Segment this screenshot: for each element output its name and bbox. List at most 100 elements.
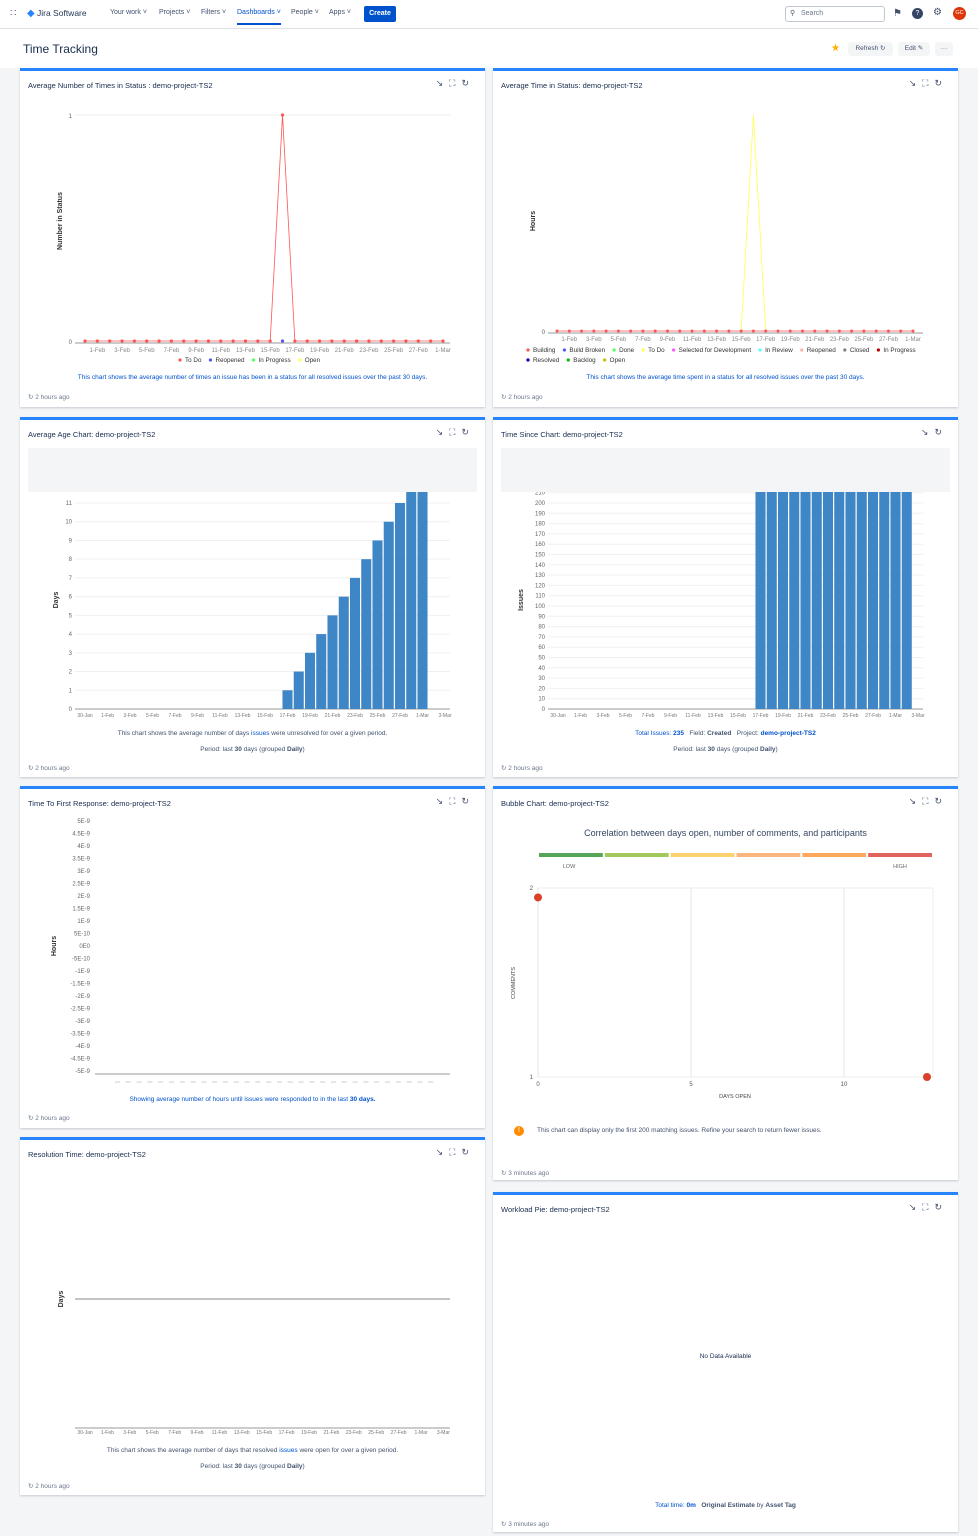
bar-25-Feb (372, 540, 383, 709)
chart-description: This chart shows the average number of d… (106, 1447, 399, 1454)
edit-button[interactable]: Edit ✎ (898, 42, 930, 56)
chart-description: This chart shows the average number of d… (117, 730, 388, 737)
y-tick-label: 5 (69, 613, 73, 619)
refresh-icon[interactable]: ↻ (934, 427, 948, 437)
data-point (629, 329, 633, 333)
fullscreen-icon[interactable]: ⛶ (922, 796, 935, 806)
x-tick-label: 30-Jan (77, 713, 93, 719)
create-button[interactable]: Create (364, 6, 396, 22)
x-tick-label: 11-Feb (212, 348, 231, 354)
app-name[interactable]: Jira Software (37, 8, 87, 18)
search-input[interactable]: Search (785, 6, 885, 22)
x-tick-label: 21-Feb (323, 1430, 339, 1436)
refresh-button[interactable]: Refresh ↻ (848, 42, 893, 56)
data-point (132, 339, 136, 343)
help-icon[interactable]: ? (912, 8, 923, 19)
y-tick-label: -4.5E-9 (70, 1057, 90, 1063)
data-point (206, 339, 211, 343)
x-tick-label: 17-Feb (285, 348, 305, 354)
y-tick-label: 1 (69, 114, 73, 120)
nav-dashboards[interactable]: Dashboards ˅ (237, 9, 281, 25)
minimize-icon[interactable]: ↘ (908, 796, 923, 806)
refresh-icon[interactable]: ↻ (461, 1147, 475, 1157)
legend-label: Build Broken (569, 347, 605, 354)
fullscreen-icon[interactable]: ⛶ (922, 1202, 935, 1212)
chart: 1 0 Number in Status 1-Feb 3-Feb 5-Feb 7-Feb 9-… (57, 113, 451, 364)
nav-apps[interactable]: Apps ˅ (329, 9, 352, 16)
x-tick-label: 11-Feb (212, 713, 228, 719)
data-point (392, 339, 396, 343)
data-point (429, 339, 433, 343)
bar-1-Mar (417, 480, 428, 709)
summary-text: Total time: 0m Original Estimate by Asse… (655, 1502, 796, 1509)
nav-your-work[interactable]: Your work ˅ (110, 9, 147, 16)
gadget-title: Average Time in Status: demo-project-TS2 (501, 81, 643, 90)
data-point (850, 329, 854, 333)
data-point (813, 329, 817, 333)
x-tick-label: 7-Feb (641, 713, 654, 719)
bar-28-Feb (406, 484, 417, 709)
minimize-icon[interactable]: ↘ (435, 78, 450, 88)
star-icon[interactable]: ★ (831, 43, 840, 54)
legend-marker (612, 348, 616, 352)
more-button[interactable]: ··· (935, 42, 953, 56)
app-switcher-icon[interactable]: ∷ (10, 8, 17, 19)
x-tick-label: 17-Feb (280, 713, 296, 719)
project-link[interactable]: demo-project-TS2 (760, 730, 816, 737)
refresh-icon[interactable]: ↻ (934, 1202, 948, 1212)
fullscreen-icon[interactable]: ⛶ (449, 1147, 462, 1157)
nav-people[interactable]: People ˅ (291, 9, 319, 16)
minimize-icon[interactable]: ↘ (908, 78, 923, 88)
gadget-title: Workload Pie: demo-project-TS2 (501, 1205, 610, 1214)
fullscreen-icon[interactable]: ⛶ (449, 427, 462, 437)
x-tick-label: 25-Feb (368, 1430, 384, 1436)
x-tick-label: 27-Feb (409, 348, 429, 354)
x-tick-label: 25-Feb (384, 348, 404, 354)
minimize-icon[interactable]: ↘ (908, 1202, 923, 1212)
nav-filters[interactable]: Filters ˅ (201, 9, 227, 16)
gadget-title: Average Number of Times in Status : demo… (28, 81, 213, 90)
x-tick-label: 13-Feb (707, 337, 727, 343)
gadget-actions: ↘⛶↻ (436, 78, 475, 89)
issues-link[interactable]: issues (251, 730, 270, 737)
refresh-icon[interactable]: ↻ (461, 427, 475, 437)
minimize-icon[interactable]: ↘ (435, 796, 450, 806)
data-point (604, 329, 608, 333)
refresh-icon[interactable]: ↻ (934, 796, 948, 806)
y-tick-label: 150 (535, 553, 546, 559)
x-tick-label: 1-Feb (101, 713, 114, 719)
x-tick-label: 25-Feb (854, 337, 874, 343)
chart: LOW HIGH 0 5 10 1 2 DAYS OPEN COMMENTS (511, 853, 934, 1100)
nav-projects[interactable]: Projects ˅ (159, 9, 191, 16)
data-point (404, 339, 408, 343)
x-tick-label: 13-Feb (235, 713, 251, 719)
minimize-icon[interactable]: ↘ (435, 427, 450, 437)
minimize-icon[interactable]: ↘ (435, 1147, 450, 1157)
legend-marker (672, 348, 676, 352)
avatar[interactable]: GC (953, 7, 966, 20)
x-tick-label: 9-Feb (190, 1430, 203, 1436)
y-tick-label: 0 (69, 340, 73, 346)
period-text: Period: last 30 days (grouped Daily) (673, 746, 778, 753)
issues-link[interactable]: issues (279, 1447, 298, 1454)
x-tick-label: 27-Feb (392, 713, 408, 719)
fullscreen-icon[interactable]: ⛶ (922, 78, 935, 88)
fullscreen-icon[interactable]: ⛶ (449, 78, 462, 88)
fullscreen-icon[interactable]: ⛶ (449, 796, 462, 806)
top-navigation: ∷ ◆ Jira Software Your work ˅ Projects ˅… (0, 0, 978, 29)
data-point (441, 339, 445, 343)
settings-icon[interactable]: ⚙ (933, 7, 942, 18)
refresh-icon[interactable]: ↻ (461, 796, 475, 806)
gadget-actions: ↘⛶↻ (436, 796, 475, 807)
dashboard-header (0, 29, 978, 68)
y-tick-label: 10 (65, 520, 72, 526)
minimize-icon[interactable]: ↘ (920, 427, 935, 437)
x-tick-label: 17-Feb (756, 337, 776, 343)
data-point (837, 329, 841, 333)
refresh-icon[interactable]: ↻ (934, 78, 948, 88)
total-issues[interactable]: 235 (673, 730, 684, 737)
refresh-icon[interactable]: ↻ (461, 78, 475, 88)
legend-marker (800, 348, 804, 352)
notifications-icon[interactable]: ⚑ (893, 8, 902, 19)
data-point (801, 329, 805, 333)
